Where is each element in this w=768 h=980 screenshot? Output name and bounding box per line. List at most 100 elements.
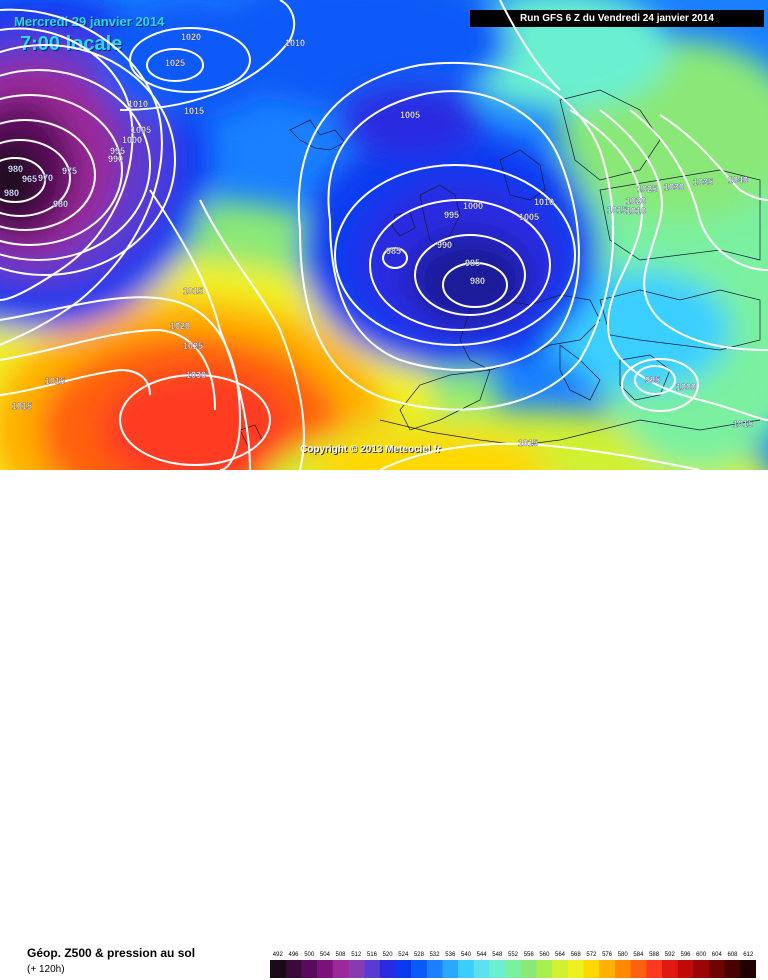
scale-swatch	[505, 960, 522, 978]
scale-tick-label: 520	[383, 952, 394, 958]
map-title: Géop. Z500 & pression au sol	[27, 946, 196, 960]
scale-swatch	[661, 960, 678, 978]
scale-swatch	[630, 960, 647, 978]
isobar-label: 995	[110, 146, 125, 156]
scale-tick-label: 532	[430, 952, 441, 958]
scale-tick-label: 516	[367, 952, 378, 958]
isobar-label: 995	[444, 210, 459, 220]
scale-swatch	[332, 960, 349, 978]
scale-swatch	[489, 960, 506, 978]
legend-footer: Géop. Z500 & pression au sol (+ 120h) 49…	[0, 470, 768, 978]
isobar-label: 970	[38, 173, 53, 183]
scale-tick-label: 580	[618, 952, 629, 958]
scale-tick-label: 564	[555, 952, 566, 958]
forecast-lead-time: (+ 120h)	[27, 964, 65, 975]
isobar-label: 1005	[519, 212, 539, 222]
isobar-label: 1030	[664, 182, 684, 192]
isobar-label: 1025	[637, 184, 657, 194]
scale-tick-label: 596	[680, 952, 691, 958]
isobar-label: 975	[62, 166, 77, 176]
scale-tick-label: 576	[602, 952, 613, 958]
isobar-lines	[0, 0, 768, 470]
isobar-label: 1015	[733, 419, 753, 429]
isobar-label: 980	[53, 199, 68, 209]
isobar-label: 1010	[534, 197, 554, 207]
scale-swatch	[317, 960, 333, 978]
scale-tick-label: 524	[398, 952, 409, 958]
scale-swatch	[677, 960, 694, 978]
scale-swatch	[379, 960, 396, 978]
isobar-label: 1000	[122, 135, 142, 145]
scale-tick-label: 548	[492, 952, 503, 958]
forecast-date: Mercredi 29 janvier 2014	[14, 14, 165, 29]
scale-swatch	[567, 960, 584, 978]
scale-tick-label: 544	[477, 952, 488, 958]
scale-swatch	[646, 960, 663, 978]
model-run-info: Run GFS 6 Z du Vendredi 24 janvier 2014	[470, 10, 764, 27]
isobar-label: 1015	[12, 401, 32, 411]
scale-tick-label: 600	[696, 952, 707, 958]
isobar-label: 1005	[131, 125, 151, 135]
isobar-layer: 1020 1025 1010 1010 1015 1005 1000 995 9…	[0, 0, 768, 470]
isobar-label: 1010	[128, 99, 148, 109]
isobar-label: 990	[108, 154, 123, 164]
isobar-label: 1025	[165, 58, 185, 68]
isobar-label: 980	[470, 276, 485, 286]
scale-swatch	[599, 960, 616, 978]
scale-tick-label: 508	[335, 952, 346, 958]
isobar-label: 985	[386, 246, 401, 256]
isobar-labels: 1020 1025 1010 1010 1015 1005 1000 995 9…	[4, 32, 753, 448]
isobar-label: 965	[22, 174, 37, 184]
scale-swatch	[614, 960, 631, 978]
isobar-label: 1015	[518, 438, 538, 448]
scale-swatch	[536, 960, 553, 978]
isobar-label: 1015	[45, 376, 65, 386]
scale-tick-label: 500	[304, 952, 315, 958]
isobar-label: 980	[4, 188, 19, 198]
copyright-notice: Copyright © 2013 Meteociel.fr	[300, 444, 441, 455]
scale-tick-label: 512	[351, 952, 362, 958]
scale-tick-label: 540	[461, 952, 472, 958]
isobar-label: 1015	[183, 286, 203, 296]
scale-tick-label: 496	[288, 952, 299, 958]
scale-swatch	[552, 960, 569, 978]
scale-swatch	[442, 960, 459, 978]
scale-swatch	[724, 960, 741, 978]
scale-swatch	[693, 960, 710, 978]
weather-map: Mercredi 29 janvier 2014 7:00 locale Run…	[0, 0, 768, 470]
scale-swatch	[285, 960, 302, 978]
scale-tick-label: 536	[445, 952, 456, 958]
scale-tick-label: 572	[586, 952, 597, 958]
scale-tick-label: 608	[727, 952, 738, 958]
scale-swatch	[583, 960, 600, 978]
scale-tick-label: 568	[571, 952, 582, 958]
isobar-label: 1015	[184, 106, 204, 116]
isobar-label: 1020	[181, 32, 201, 42]
scale-swatch	[709, 960, 725, 978]
scale-swatch	[411, 960, 428, 978]
scale-tick-label: 560	[539, 952, 550, 958]
scale-swatch	[270, 960, 286, 978]
isobar-label: 985	[465, 258, 480, 268]
isobar-label: 1000	[463, 201, 483, 211]
scale-tick-label: 604	[712, 952, 723, 958]
scale-swatch	[740, 960, 756, 978]
scale-swatch	[458, 960, 475, 978]
isobar-label: 1020	[170, 321, 190, 331]
scale-tick-label: 504	[320, 952, 331, 958]
color-scale: 492 496 500 504 508 512 516 520 524 528 532 536 540 5…	[270, 952, 756, 978]
isobar-label: 1010	[285, 38, 305, 48]
isobar-label: 1035	[693, 177, 713, 187]
scale-tick-label: 492	[273, 952, 284, 958]
isobar-label: 1020	[626, 196, 646, 206]
scale-tick-label: 552	[508, 952, 519, 958]
scale-swatch	[426, 960, 443, 978]
isobar-label: 1000	[676, 382, 696, 392]
scale-tick-label: 528	[414, 952, 425, 958]
scale-tick-label: 592	[665, 952, 676, 958]
isobar-label: 1005	[400, 110, 420, 120]
isobar-label: 1010	[626, 206, 646, 216]
scale-tick-label: 612	[743, 952, 754, 958]
isobar-label: 1015	[607, 205, 627, 215]
isobar-label: 1040	[728, 175, 748, 185]
